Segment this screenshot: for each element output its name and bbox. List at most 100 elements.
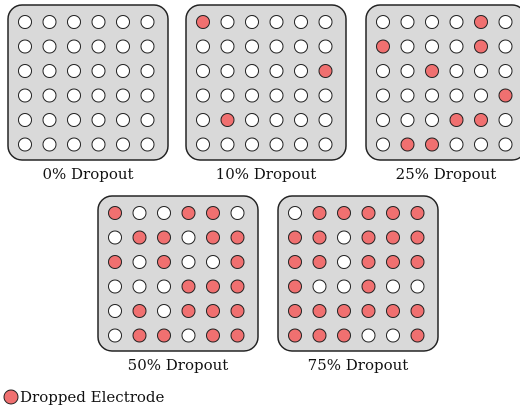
electrode [245,88,259,103]
panel-label: 10% Dropout [216,165,317,183]
electrode [294,15,308,29]
electrode [91,64,106,78]
electrode [230,304,245,318]
electrode [206,206,220,220]
electrode [108,304,122,318]
electrode [181,279,196,294]
electrode [410,206,425,220]
grid-panel [185,4,347,161]
electrode [425,39,439,54]
electrode [498,88,513,103]
electrode [67,39,81,54]
electrode [425,15,439,29]
electrode [140,137,155,152]
electrode [376,137,390,152]
electrode [288,255,302,269]
electrode [245,64,259,78]
electrode [337,255,351,269]
electrode [116,39,130,54]
electrode [294,39,308,54]
electrode [18,113,32,127]
electrode [196,64,210,78]
electrode [132,255,147,269]
grid-panel [7,4,169,161]
electrode [288,230,302,245]
electrode [108,279,122,294]
electrode [449,39,464,54]
electrode [245,137,259,152]
electrode [18,15,32,29]
electrode [410,328,425,343]
electrode [337,304,351,318]
panel-label: 0% Dropout [42,165,133,183]
electrode [376,88,390,103]
electrode [220,137,235,152]
electrode [449,88,464,103]
electrode [116,64,130,78]
electrode [245,113,259,127]
electrode [386,328,400,343]
electrode [288,279,302,294]
electrode [361,206,376,220]
panel-label: 75% Dropout [308,356,409,374]
electrode [400,39,415,54]
electrode [67,113,81,127]
electrode [312,255,327,269]
electrode [206,304,220,318]
electrode [196,15,210,29]
electrode [474,64,488,78]
electrode [220,15,235,29]
electrode [108,328,122,343]
electrode [18,39,32,54]
electrode [42,39,57,54]
electrode [269,39,284,54]
electrode [498,64,513,78]
electrode [400,137,415,152]
electrode [337,206,351,220]
electrode [206,328,220,343]
electrode [196,88,210,103]
electrode [498,113,513,127]
electrode [386,230,400,245]
grid-panel [277,195,439,352]
electrode [269,113,284,127]
electrode [312,279,327,294]
electrode [288,304,302,318]
electrode [245,15,259,29]
electrode [67,137,81,152]
electrode [376,15,390,29]
electrode [220,113,235,127]
electrode [400,15,415,29]
electrode [425,113,439,127]
electrode [294,88,308,103]
electrode [400,64,415,78]
electrode [116,113,130,127]
electrode [132,230,147,245]
electrode [196,137,210,152]
electrode [312,230,327,245]
electrode [181,304,196,318]
electrode [376,39,390,54]
electrode [474,113,488,127]
electrode [230,206,245,220]
electrode [318,113,333,127]
electrode [206,230,220,245]
electrode [361,255,376,269]
electrode [157,328,171,343]
electrode [181,255,196,269]
electrode [386,279,400,294]
electrode [116,88,130,103]
electrode [337,328,351,343]
electrode [498,137,513,152]
electrode [449,137,464,152]
electrode [206,279,220,294]
electrode [181,328,196,343]
electrode [474,88,488,103]
electrode [230,279,245,294]
electrode [376,64,390,78]
electrode [400,88,415,103]
electrode [42,88,57,103]
electrode [116,137,130,152]
electrode [181,230,196,245]
electrode [386,255,400,269]
